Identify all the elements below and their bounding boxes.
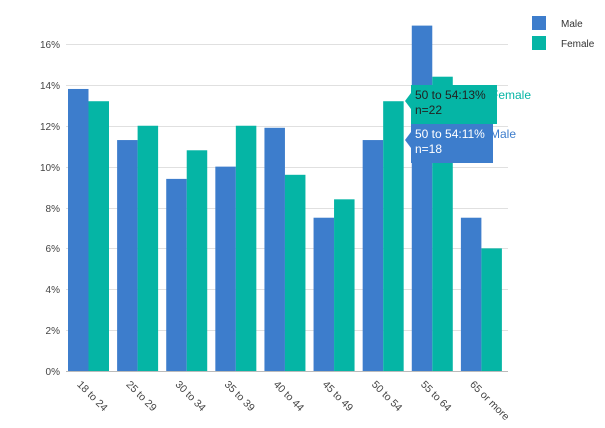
tooltip-male-line2: n=18 bbox=[415, 142, 443, 156]
tooltip-male: 50 to 54:11% n=18 bbox=[411, 124, 493, 163]
x-tick-label: 55 to 64 bbox=[418, 379, 453, 414]
legend-swatch-male bbox=[532, 16, 546, 30]
tooltip-female: 50 to 54:13% n=22 bbox=[411, 85, 497, 124]
x-tick-label: 50 to 54 bbox=[369, 379, 404, 414]
bar-male bbox=[117, 140, 138, 371]
bar-male bbox=[411, 25, 433, 371]
bar-female bbox=[186, 150, 208, 371]
y-tick-label: 16% bbox=[40, 40, 60, 51]
x-tick-label: 45 to 49 bbox=[320, 379, 355, 414]
legend-swatch-female bbox=[532, 36, 546, 50]
y-axis: 0% 2% 4% 6% 8% 10% 12% 14% 16% bbox=[40, 40, 60, 378]
legend-label-male: Male bbox=[561, 19, 583, 30]
bar-male bbox=[68, 88, 89, 372]
x-tick-label: 30 to 34 bbox=[173, 379, 208, 414]
bar-male bbox=[215, 166, 236, 371]
bar-male bbox=[264, 127, 285, 371]
bar-female bbox=[481, 248, 502, 371]
y-tick-label: 12% bbox=[40, 122, 60, 133]
bar-female bbox=[137, 125, 159, 371]
x-tick-label: 40 to 44 bbox=[271, 379, 306, 414]
tooltip-female-line2: n=22 bbox=[415, 103, 443, 117]
legend: Male Female bbox=[532, 16, 595, 50]
y-tick-label: 4% bbox=[46, 285, 61, 296]
y-tick-label: 2% bbox=[46, 326, 61, 337]
tooltip-female-pointer bbox=[405, 93, 411, 109]
legend-label-female: Female bbox=[561, 39, 595, 50]
bar-female bbox=[284, 174, 306, 371]
bar-male bbox=[166, 178, 187, 371]
bar-female bbox=[88, 101, 109, 371]
y-tick-label: 6% bbox=[46, 244, 61, 255]
tooltip-female-series-label: Female bbox=[491, 88, 532, 102]
bar-female bbox=[235, 125, 257, 371]
tooltip-male-series-label: Male bbox=[490, 127, 517, 141]
bar-male bbox=[460, 217, 482, 371]
bar-female bbox=[383, 101, 404, 371]
x-tick-label: 35 to 39 bbox=[222, 379, 257, 414]
y-tick-label: 0% bbox=[46, 367, 61, 378]
x-axis: 18 to 24 25 to 29 30 to 34 35 to 39 40 to 44… bbox=[74, 379, 511, 424]
x-tick-label: 18 to 24 bbox=[74, 379, 109, 414]
y-tick-label: 8% bbox=[46, 204, 61, 215]
tooltip-female-line1: 50 to 54:13% bbox=[415, 88, 486, 102]
bar-male bbox=[362, 140, 384, 371]
bar-female bbox=[334, 199, 355, 371]
tooltip-male-pointer bbox=[405, 132, 411, 148]
bars bbox=[68, 25, 502, 372]
bar-male bbox=[313, 217, 335, 371]
y-tick-label: 10% bbox=[40, 163, 60, 174]
x-tick-label: 25 to 29 bbox=[123, 379, 158, 414]
x-tick-label: 65 or more bbox=[467, 379, 512, 424]
tooltip-male-line1: 50 to 54:11% bbox=[415, 127, 485, 141]
y-tick-label: 14% bbox=[40, 81, 60, 92]
